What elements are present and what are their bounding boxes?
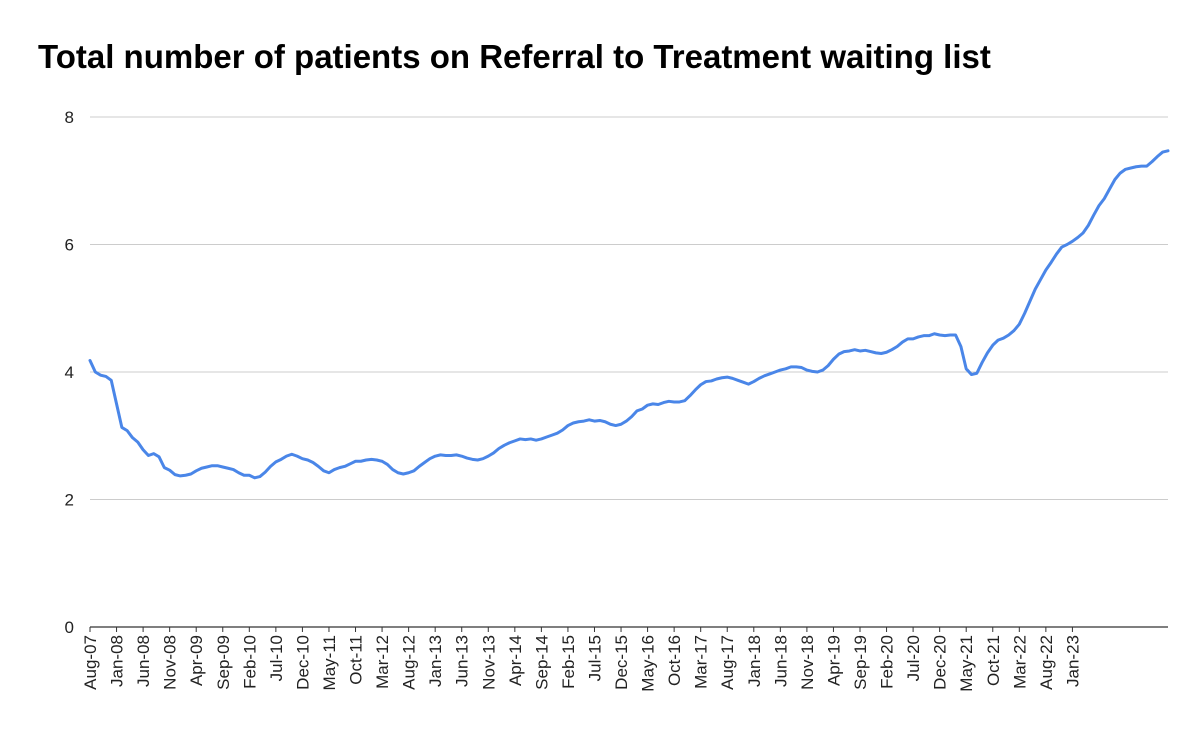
x-tick-label: Nov-08 — [161, 635, 180, 690]
x-tick-label: Apr-14 — [506, 635, 525, 686]
x-tick-label: Oct-16 — [665, 635, 684, 686]
x-tick-label: Jul-15 — [585, 635, 604, 681]
x-tick-label: Nov-13 — [479, 635, 498, 690]
x-tick-label: Oct-21 — [984, 635, 1003, 686]
x-tick-label: Apr-19 — [824, 635, 843, 686]
x-tick-label: May-16 — [639, 635, 658, 692]
x-tick-label: Aug-12 — [400, 635, 419, 690]
x-tick-label: May-11 — [320, 635, 339, 690]
x-axis-ticks: Aug-07 Jan-08 Jun-08 Nov-08 Apr-09 Sep-09 Feb-… — [81, 627, 1082, 692]
x-tick-label: Sep-14 — [532, 635, 551, 690]
series-line — [88, 149, 1170, 480]
x-tick-label: Dec-10 — [293, 635, 312, 690]
x-tick-label: Jul-20 — [904, 635, 923, 681]
x-tick-label: Feb-20 — [878, 635, 897, 689]
y-tick-label: 2 — [65, 491, 74, 510]
x-tick-label: Jun-13 — [453, 635, 472, 687]
series-layer — [88, 149, 1170, 480]
x-tick-label: Apr-09 — [187, 635, 206, 686]
x-tick-label: Dec-20 — [931, 635, 950, 690]
x-tick-label: Jan-23 — [1063, 635, 1082, 687]
x-tick-label: Jul-10 — [267, 635, 286, 681]
x-tick-label: May-21 — [957, 635, 976, 692]
y-tick-label: 6 — [65, 236, 74, 255]
x-tick-label: Nov-18 — [798, 635, 817, 690]
x-tick-label: Feb-15 — [559, 635, 578, 689]
x-tick-label: Sep-09 — [214, 635, 233, 690]
y-tick-label: 4 — [65, 363, 74, 382]
y-tick-label: 0 — [65, 618, 74, 637]
x-tick-label: Aug-22 — [1037, 635, 1056, 690]
x-tick-label: Jan-13 — [426, 635, 445, 687]
x-tick-label: Mar-12 — [373, 635, 392, 689]
x-tick-label: Mar-22 — [1010, 635, 1029, 689]
y-tick-label: 8 — [65, 108, 74, 127]
x-tick-label: Mar-17 — [692, 635, 711, 689]
x-tick-label: Aug-17 — [718, 635, 737, 690]
y-axis-ticks: 0 2 4 6 8 — [65, 108, 74, 637]
chart-title: Total number of patients on Referral to … — [38, 38, 991, 75]
x-tick-label: Sep-19 — [851, 635, 870, 690]
gridlines — [90, 116, 1168, 628]
x-tick-label: Dec-15 — [612, 635, 631, 690]
x-tick-label: Jan-08 — [108, 635, 127, 687]
x-tick-label: Jun-08 — [134, 635, 153, 687]
x-tick-label: Jan-18 — [745, 635, 764, 687]
x-tick-label: Feb-10 — [240, 635, 259, 689]
x-tick-label: Aug-07 — [81, 635, 100, 690]
x-tick-label: Oct-11 — [347, 635, 366, 685]
x-tick-label: Jun-18 — [771, 635, 790, 687]
